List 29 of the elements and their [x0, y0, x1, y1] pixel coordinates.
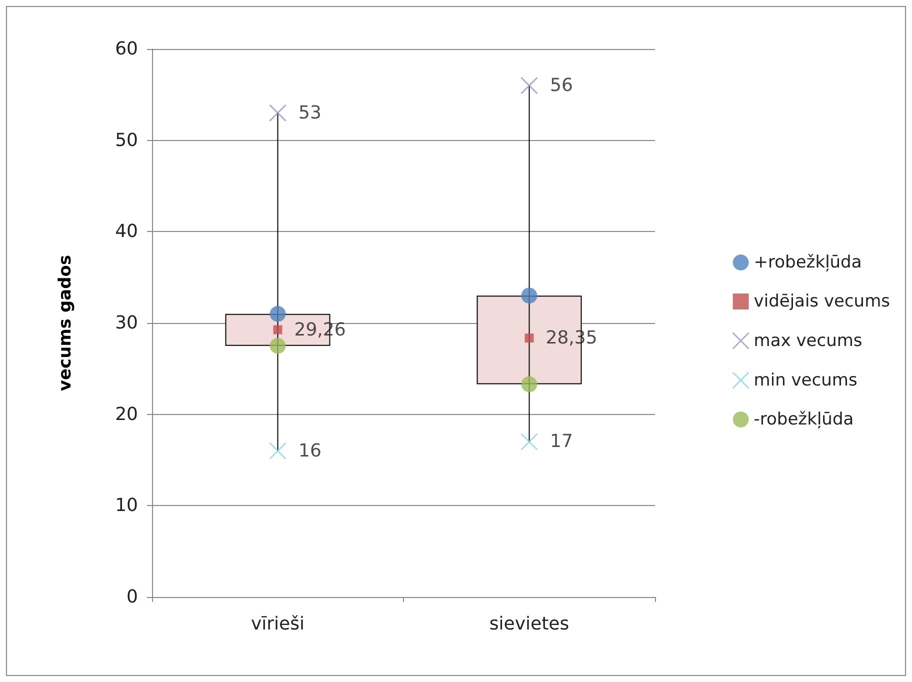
y-tick-label: 30: [115, 312, 138, 334]
y-tick-label: 50: [115, 130, 138, 151]
y-tick-label: 10: [115, 495, 138, 516]
legend-label: -robežkļūda: [754, 410, 854, 430]
point: [269, 442, 286, 460]
legend-label: +robežkļūda: [754, 252, 862, 272]
y-tick-label: 40: [115, 221, 138, 242]
legend-label: vidējais vecums: [754, 292, 890, 312]
point: [521, 288, 538, 304]
point: [270, 338, 286, 354]
data-label: 53: [298, 102, 322, 124]
data-label: 16: [298, 440, 322, 462]
data-label: 17: [550, 431, 573, 452]
point: [521, 376, 538, 392]
x-tick-label: sievietes: [489, 614, 570, 634]
point: [520, 76, 538, 94]
legend-label: min vecums: [754, 370, 858, 390]
x-tick-label: vīrieši: [250, 614, 305, 634]
y-tick-label: 20: [115, 404, 138, 425]
data-label: 56: [550, 75, 573, 96]
point: [520, 432, 538, 450]
legend-label: max vecums: [754, 330, 862, 351]
y-tick-label: 0: [126, 586, 138, 608]
y-axis-title: vecums gados: [56, 254, 76, 392]
point: [270, 306, 286, 322]
y-tick-label: 60: [115, 38, 138, 60]
point: [524, 334, 534, 343]
point: [269, 104, 286, 122]
point: [273, 325, 282, 334]
